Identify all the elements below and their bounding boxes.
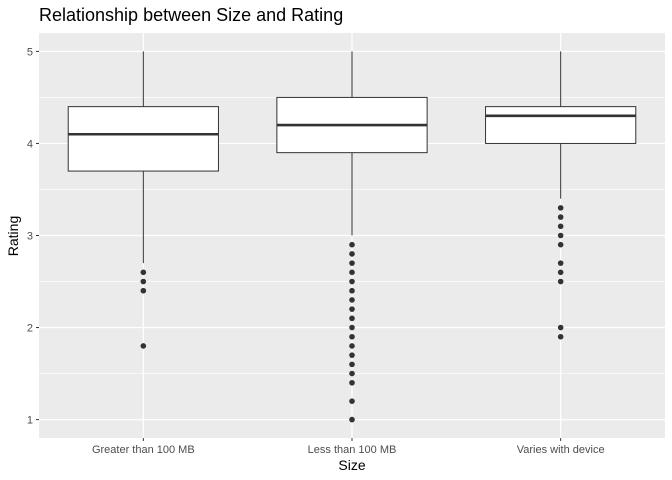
outlier-point [349,333,355,340]
outlier-point [349,343,355,349]
boxes-group [67,51,637,423]
outlier-point [349,278,355,285]
box-rect [485,106,637,144]
y-axis: 1 2 3 4 5 [27,46,39,427]
box-1 [276,51,428,423]
y-tick-label: 5 [27,46,33,58]
y-tick-label: 3 [27,231,33,243]
outlier-point [557,205,564,211]
outlier-point [557,214,564,220]
x-tick-label: Greater than 100 MB [92,444,195,456]
outlier-point [349,269,355,276]
x-axis: Greater than 100 MB Less than 100 MB Varie… [92,438,605,456]
outlier-point [140,343,147,349]
chart-title: Relationship between Size and Rating [39,5,343,25]
outlier-point [557,223,564,230]
x-tick-label: Less than 100 MB [308,444,397,456]
box-0 [67,51,219,349]
outlier-point [349,416,355,423]
outlier-point [349,287,355,294]
y-tick-label: 1 [27,415,33,427]
outlier-point [349,324,355,331]
y-axis-title: Rating [5,216,21,256]
outlier-point [557,260,564,266]
outlier-point [349,398,355,404]
outlier-point [349,315,355,322]
outlier-point [349,352,355,358]
outlier-point [349,379,355,386]
box-rect [67,106,219,172]
outlier-point [349,297,355,303]
x-axis-title: Size [338,457,365,473]
outlier-point [140,269,147,276]
outlier-point [557,241,564,248]
outlier-point [557,324,564,331]
outlier-point [557,269,564,276]
outlier-point [349,370,355,377]
outlier-point [349,241,355,248]
outlier-point [349,260,355,266]
outlier-point [140,278,147,285]
box-2 [485,51,637,340]
outlier-point [557,333,564,340]
y-tick-label: 2 [27,323,33,335]
outlier-point [349,251,355,257]
outlier-point [557,232,564,239]
y-tick-label: 4 [27,138,33,150]
outlier-point [140,287,147,294]
outlier-point [349,306,355,312]
x-tick-label: Varies with device [517,444,605,456]
outlier-point [349,361,355,368]
outlier-point [557,278,564,285]
